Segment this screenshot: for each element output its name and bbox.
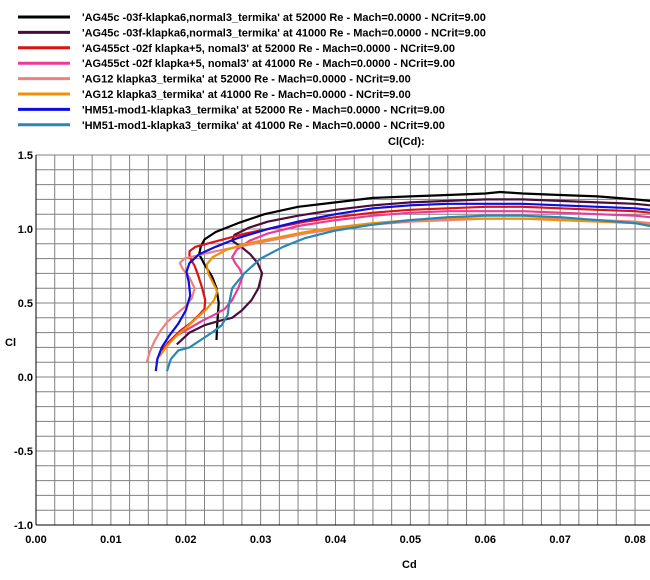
y-tick-label: 1.5 xyxy=(18,150,33,162)
y-tick-label: 0.5 xyxy=(18,298,33,310)
legend-label: 'HM51-mod1-klapka3_termika' at 52000 Re … xyxy=(82,104,445,116)
x-tick-labels: 0.00 0.01 0.02 0.03 0.04 0.05 0.06 0.07 0.08 xyxy=(25,534,645,546)
series-line xyxy=(158,217,650,357)
y-tick-label: 0.0 xyxy=(18,372,33,384)
legend-label: 'AG12 klapka3_termika' at 41000 Re - Mac… xyxy=(82,89,411,101)
legend-label: 'AG12 klapka3_termika' at 52000 Re - Mac… xyxy=(82,74,411,86)
x-tick-label: 0.01 xyxy=(100,534,121,546)
y-axis-label: Cl xyxy=(5,337,16,349)
x-axis-label: Cd xyxy=(402,559,417,571)
x-tick-label: 0.02 xyxy=(175,534,196,546)
legend-label: 'AG45c -03f-klapka6,normal3_termika' at … xyxy=(82,12,486,24)
legend-label: 'AG455ct -02f klapka+5, nomal3' at 52000… xyxy=(82,43,455,55)
x-tick-label: 0.03 xyxy=(250,534,271,546)
x-tick-label: 0.08 xyxy=(624,534,645,546)
series-line xyxy=(154,202,650,372)
series-line xyxy=(160,205,650,352)
series-line xyxy=(176,198,650,346)
x-tick-label: 0.06 xyxy=(475,534,496,546)
series-line xyxy=(198,190,650,341)
y-tick-label: -1.0 xyxy=(14,520,33,532)
x-tick-label: 0.00 xyxy=(25,534,46,546)
x-tick-label: 0.07 xyxy=(549,534,570,546)
series-group xyxy=(145,190,650,372)
legend-label: 'HM51-mod1-klapka3_termika' at 41000 Re … xyxy=(82,120,445,132)
series-line xyxy=(165,214,650,372)
y-tick-label: -0.5 xyxy=(14,446,33,458)
x-tick-label: 0.05 xyxy=(400,534,421,546)
chart-title: Cl(Cd): xyxy=(388,136,425,148)
y-tick-label: 1.0 xyxy=(18,224,33,236)
y-tick-labels: 1.5 1.0 0.5 0.0 -0.5 -1.0 xyxy=(14,150,33,532)
series-line xyxy=(176,210,650,337)
grid xyxy=(35,154,650,526)
x-tick-label: 0.04 xyxy=(325,534,347,546)
legend-label: 'AG455ct -02f klapka+5, nomal3' at 41000… xyxy=(82,58,455,70)
legend: 'AG45c -03f-klapka6,normal3_termika' at … xyxy=(18,12,486,132)
legend-label: 'AG45c -03f-klapka6,normal3_termika' at … xyxy=(82,27,486,39)
